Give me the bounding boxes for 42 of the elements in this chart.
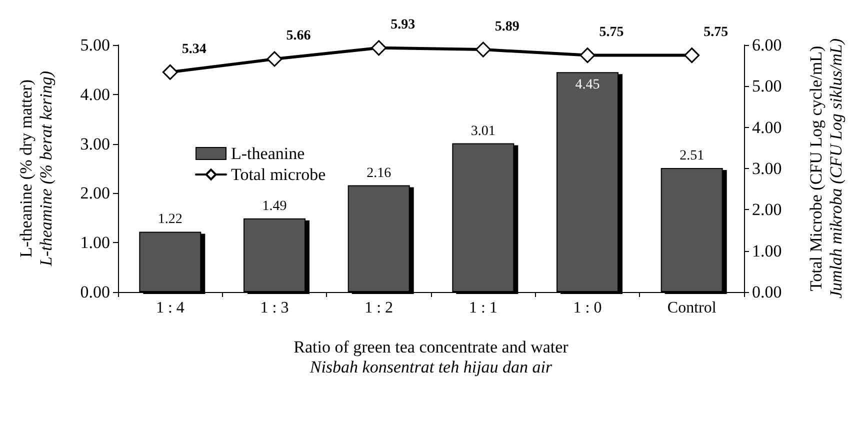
point <box>684 48 700 64</box>
data-label: 5.66 <box>286 28 311 44</box>
data-label: 5.75 <box>704 25 728 40</box>
data-label: 1.49 <box>262 198 287 214</box>
y-tick-label: 2.00 <box>80 184 110 203</box>
data-label: 2.16 <box>366 166 392 181</box>
point <box>162 64 178 80</box>
point <box>266 51 282 67</box>
y2-tick-label: 3.00 <box>752 159 782 178</box>
y2-tick-label: 0.00 <box>752 282 782 302</box>
y-tick-label: 3.00 <box>80 134 110 154</box>
point <box>371 40 387 56</box>
point <box>475 42 491 58</box>
y2-tick-label: 2.00 <box>752 200 782 220</box>
point <box>580 48 596 64</box>
y-tick-label: 1.00 <box>80 233 110 252</box>
y2-axis-title: Total Microbe (CFU Log cycle/mL) Jumlah mikroba (CFU Log siklus/mL) <box>806 38 846 299</box>
legend-label: Total microbe <box>231 165 326 184</box>
y2-tick-label: 4.00 <box>752 118 782 137</box>
y-tick-label: 5.00 <box>80 36 110 54</box>
x-tick-label: 1 : 3 <box>260 300 289 316</box>
data-label: 5.75 <box>599 25 624 40</box>
data-label: 5.93 <box>390 18 416 33</box>
legend-label: L-theanine <box>231 144 305 163</box>
y-tick-label: 0.00 <box>80 282 110 302</box>
x-tick-label: 1 : 0 <box>573 300 602 316</box>
data-label: 5.34 <box>182 42 206 57</box>
y2-tick-label: 6.00 <box>752 36 782 54</box>
data-label: 5.89 <box>494 19 520 34</box>
data-label: 4.45 <box>575 78 600 93</box>
x-tick-label: 1 : 4 <box>156 300 184 316</box>
y-axis-title: L-theanine (% dry matter) L-theamine (% berat kering) <box>16 70 56 267</box>
data-label: 1.22 <box>158 212 182 228</box>
data-label: 2.51 <box>680 148 704 164</box>
x-tick-label: 1 : 2 <box>364 300 394 316</box>
y2-tick-label: 1.00 <box>752 241 782 260</box>
x-axis-title: Ratio of green tea concentrate and water Nisbah konsentrat teh hijau dan air <box>294 338 569 376</box>
y2-tick-label: 5.00 <box>752 76 782 96</box>
x-tick-label: 1 : 1 <box>468 300 498 316</box>
data-label: 3.01 <box>470 124 496 139</box>
x-tick-label: Control <box>667 300 717 316</box>
y-tick-label: 4.00 <box>80 84 110 104</box>
